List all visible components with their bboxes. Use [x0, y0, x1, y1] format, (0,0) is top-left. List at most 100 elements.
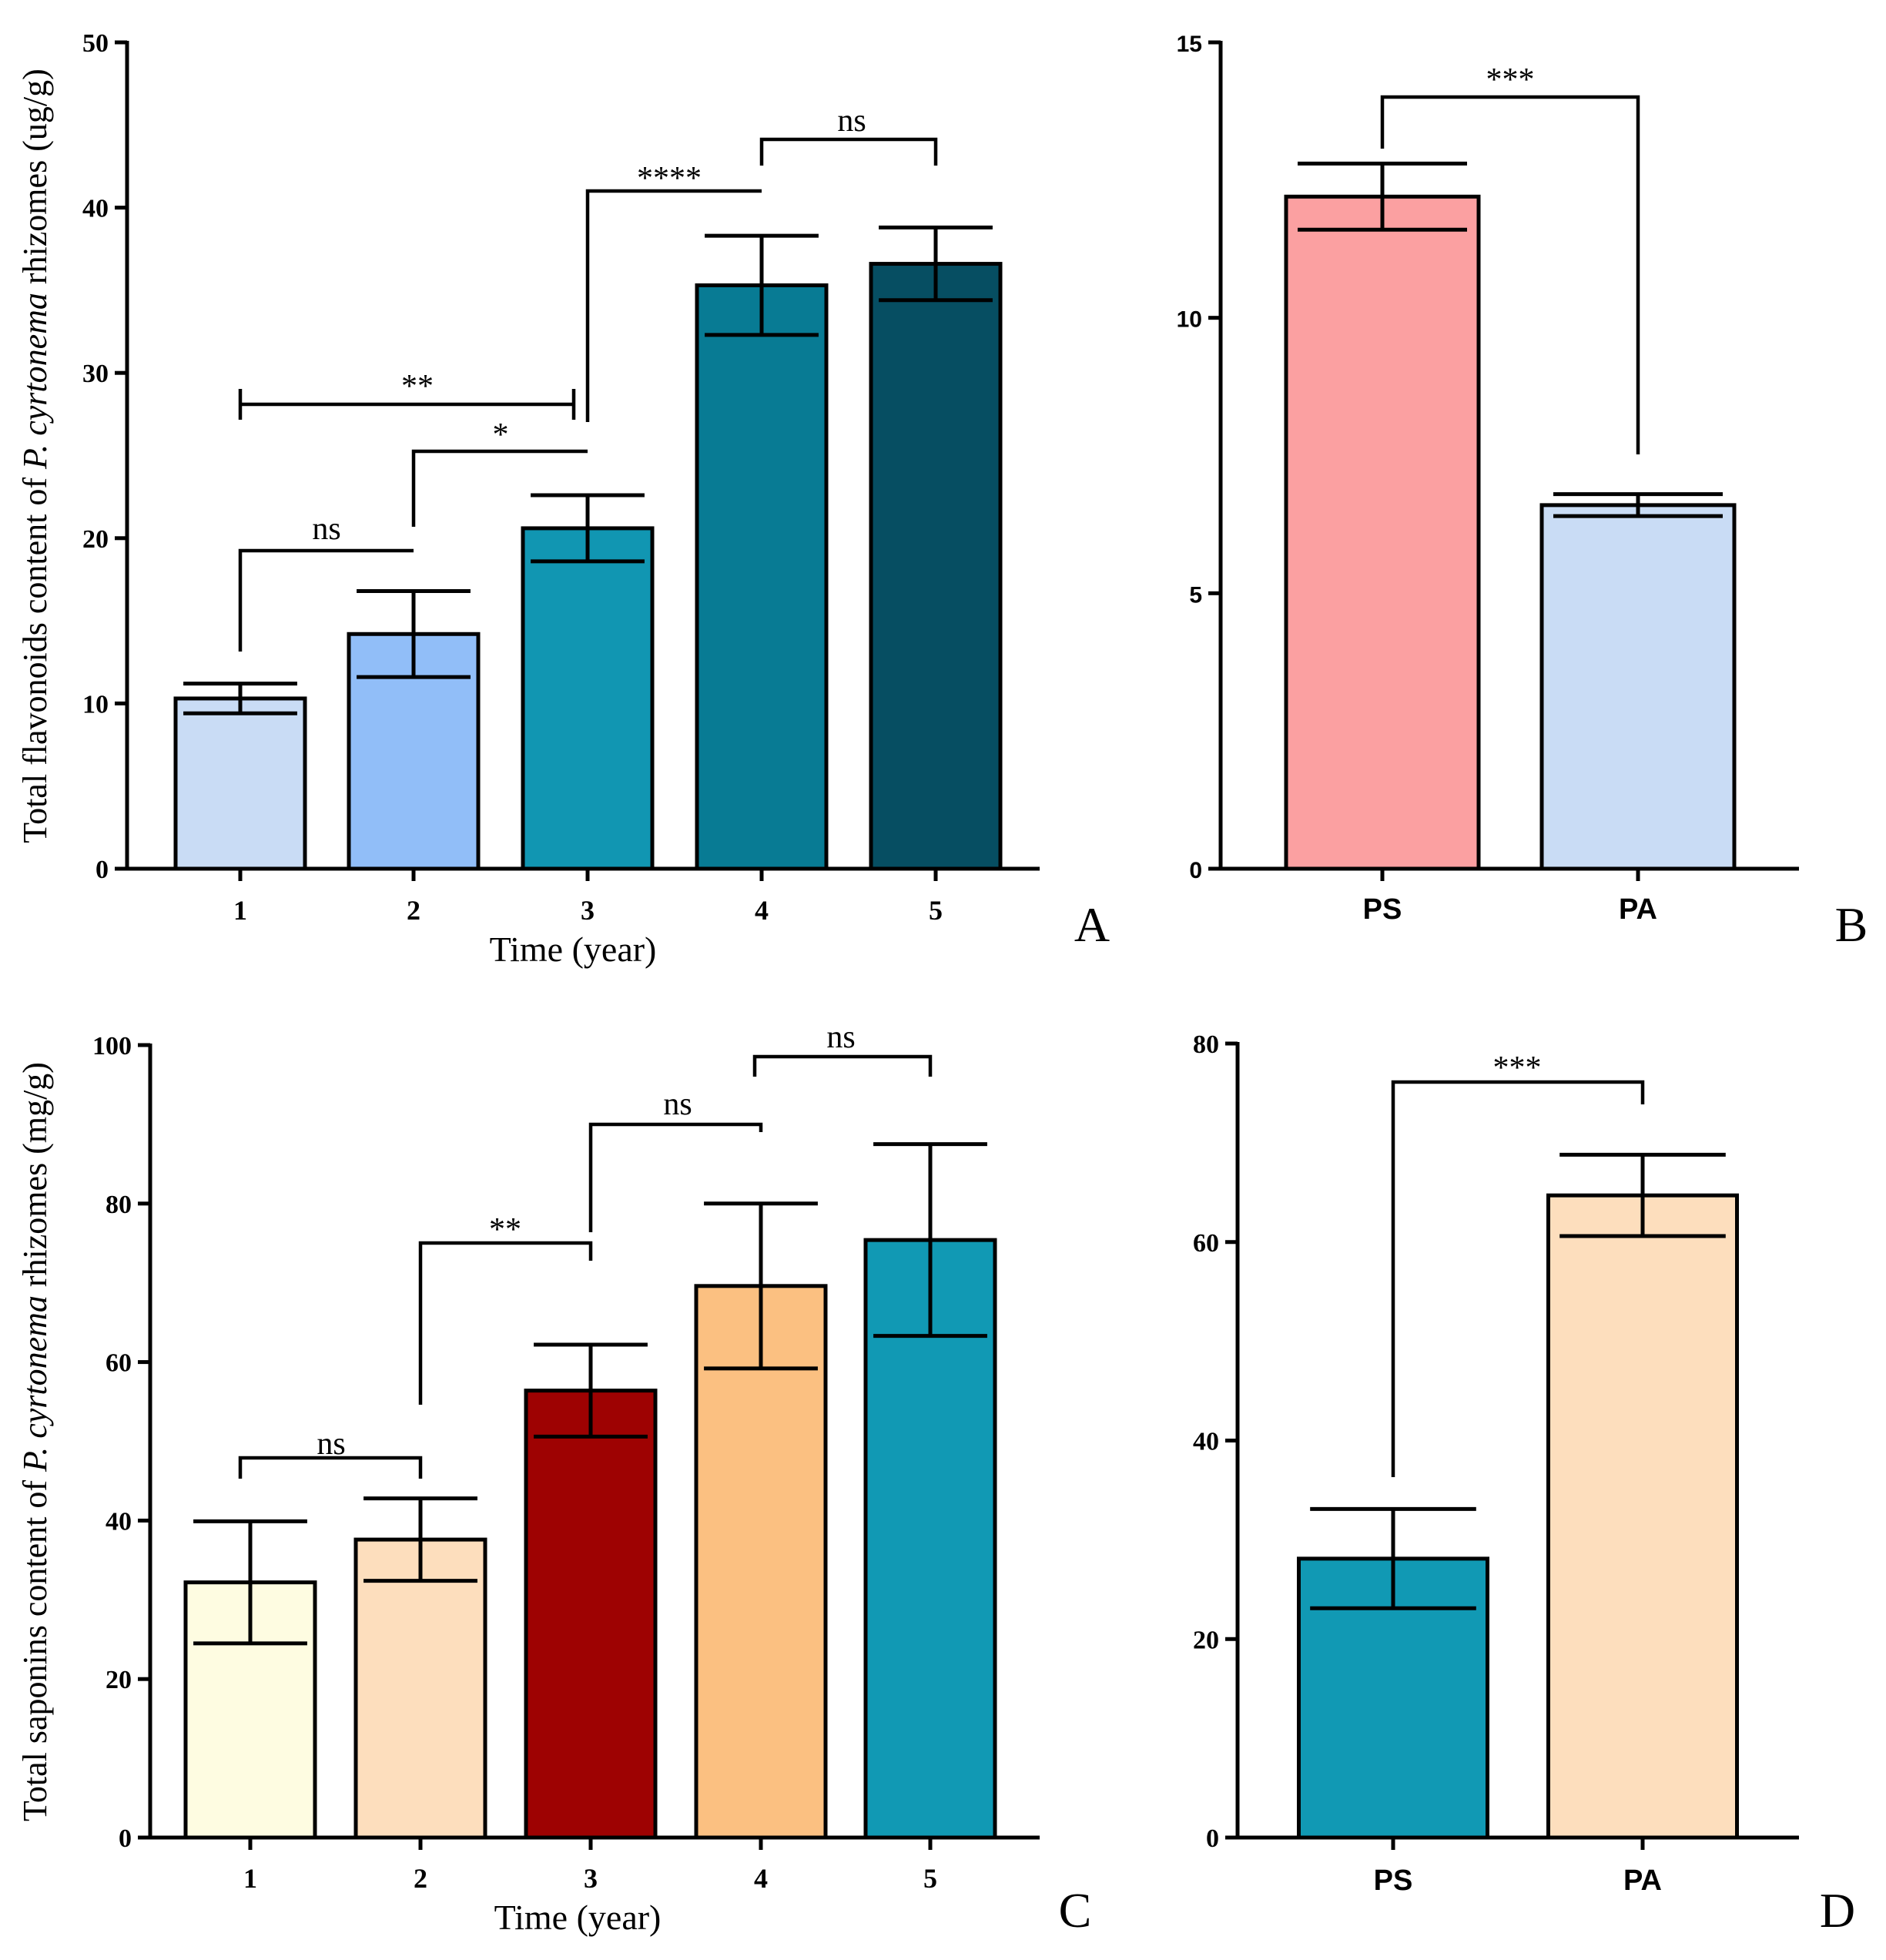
significance-bracket: [238, 389, 576, 420]
bar-4: [695, 283, 829, 871]
panel-letter: A: [1074, 897, 1110, 952]
significance-label: ns: [826, 1020, 855, 1055]
significance-bracket: [418, 1241, 593, 1405]
y-axis-title-species: P. cyrtonema: [16, 1295, 54, 1473]
x-tick-label: PS: [1374, 1865, 1413, 1897]
y-axis-title: Total flavonoids content of P. cyrtonema…: [16, 69, 54, 843]
y-tick-label: 10: [1177, 307, 1202, 333]
significance-label: **: [401, 369, 434, 404]
y-tick-label: 60: [1193, 1229, 1219, 1258]
error-bar-pa: [1553, 492, 1723, 518]
y-tick-label: 100: [92, 1032, 132, 1060]
bar-4: [694, 1284, 828, 1840]
error-bar-5: [873, 1142, 987, 1338]
error-bar-1: [183, 682, 297, 715]
error-bar-1: [193, 1519, 307, 1646]
x-tick-label: 3: [581, 895, 595, 926]
error-bar-5: [879, 225, 993, 303]
panel-letter: B: [1835, 897, 1868, 952]
bar-5: [869, 262, 1003, 871]
y-axis-title-part: rhizomes (mg/g): [16, 1062, 54, 1295]
x-tick-label: 2: [414, 1863, 427, 1894]
error-bar-4: [705, 233, 819, 337]
x-tick-label: PA: [1623, 1865, 1662, 1897]
significance-label: ****: [637, 161, 702, 196]
bar-1: [173, 696, 307, 871]
significance-bracket: [411, 449, 588, 527]
bar-ps: [1284, 194, 1481, 871]
x-tick-label: 4: [755, 895, 769, 926]
error-bar-2: [357, 588, 471, 679]
significance-label: **: [489, 1212, 521, 1248]
y-tick-label: 40: [106, 1507, 132, 1536]
y-axis-title: Total saponins content of P. cyrtonema r…: [16, 1062, 54, 1821]
x-tick-label: 4: [754, 1863, 768, 1894]
y-tick-label: 20: [1193, 1626, 1219, 1654]
y-tick-label: 0: [95, 856, 109, 884]
y-tick-label: 60: [106, 1349, 132, 1378]
panel-d: 0 20 40 60 80 PS PA D ***: [1193, 1030, 1855, 1938]
x-tick-label: 1: [243, 1863, 257, 1894]
significance-label: ns: [317, 1426, 345, 1462]
y-tick-label: 80: [1193, 1030, 1219, 1059]
error-bar-4: [704, 1201, 818, 1371]
significance-label: ns: [312, 511, 340, 547]
panel-a: 0 10 20 30 40 50 1 2 3 4 5 Time (year) Total flavono…: [16, 29, 1110, 969]
significance-label: *: [493, 417, 509, 453]
y-tick-label: 15: [1177, 32, 1202, 57]
y-tick-label: 0: [119, 1824, 132, 1853]
error-bar-3: [534, 1342, 648, 1439]
error-bar-3: [531, 493, 645, 564]
error-bar-ps: [1310, 1506, 1476, 1610]
y-tick-label: 80: [106, 1191, 132, 1219]
y-tick-label: 50: [82, 29, 109, 58]
panel-c: 0 20 40 60 80 100 1 2 3 4 5 Time (year) Total saponi…: [16, 1020, 1091, 1938]
y-tick-label: 10: [82, 690, 109, 719]
y-tick-label: 40: [82, 195, 109, 223]
significance-bracket: [238, 548, 414, 652]
significance-bracket: [238, 1456, 423, 1479]
x-axis-title: Time (year): [490, 930, 657, 969]
bar-3: [521, 526, 655, 871]
significance-bracket: [585, 189, 762, 422]
x-tick-label: 5: [929, 895, 943, 926]
y-tick-label: 0: [1189, 858, 1202, 883]
significance-bracket: [588, 1122, 763, 1232]
y-tick-label: 40: [1193, 1428, 1219, 1456]
panel-b: 0 5 10 15 PS PA B ***: [1177, 32, 1868, 952]
x-tick-label: 1: [233, 895, 247, 926]
error-bar-ps: [1298, 161, 1467, 232]
error-bar-pa: [1559, 1152, 1726, 1238]
significance-bracket: [1391, 1080, 1645, 1477]
significance-bracket: [752, 1054, 933, 1077]
significance-label: ***: [1486, 62, 1535, 98]
y-axis-title-part: rhizomes (ug/g): [16, 69, 54, 293]
x-tick-label: 2: [407, 895, 420, 926]
y-axis-title-part: Total saponins content of: [16, 1472, 54, 1821]
panel-letter: C: [1059, 1883, 1092, 1938]
y-tick-label: 0: [1206, 1824, 1219, 1853]
error-bar-2: [363, 1496, 477, 1583]
bar-pa: [1539, 503, 1737, 871]
y-axis-title-species: P. cyrtonema: [16, 293, 54, 470]
x-axis-title: Time (year): [494, 1898, 662, 1937]
significance-label: ns: [837, 103, 866, 139]
panel-letter: D: [1820, 1883, 1855, 1938]
bar-3: [524, 1389, 658, 1840]
significance-bracket: [1380, 95, 1640, 454]
significance-label: ***: [1493, 1050, 1542, 1086]
bar-pa: [1546, 1193, 1739, 1840]
x-tick-label: 3: [584, 1863, 598, 1894]
x-tick-label: 5: [923, 1863, 937, 1894]
significance-label: ns: [663, 1087, 692, 1122]
x-tick-label: PA: [1619, 893, 1657, 926]
y-tick-label: 20: [82, 525, 109, 554]
x-tick-label: PS: [1363, 893, 1402, 926]
y-tick-label: 5: [1189, 582, 1202, 608]
y-tick-label: 20: [106, 1666, 132, 1694]
y-axis-title-part: Total flavonoids content of: [16, 469, 54, 843]
significance-bracket: [759, 137, 938, 166]
y-tick-label: 30: [82, 360, 109, 388]
bar-2: [353, 1537, 487, 1840]
